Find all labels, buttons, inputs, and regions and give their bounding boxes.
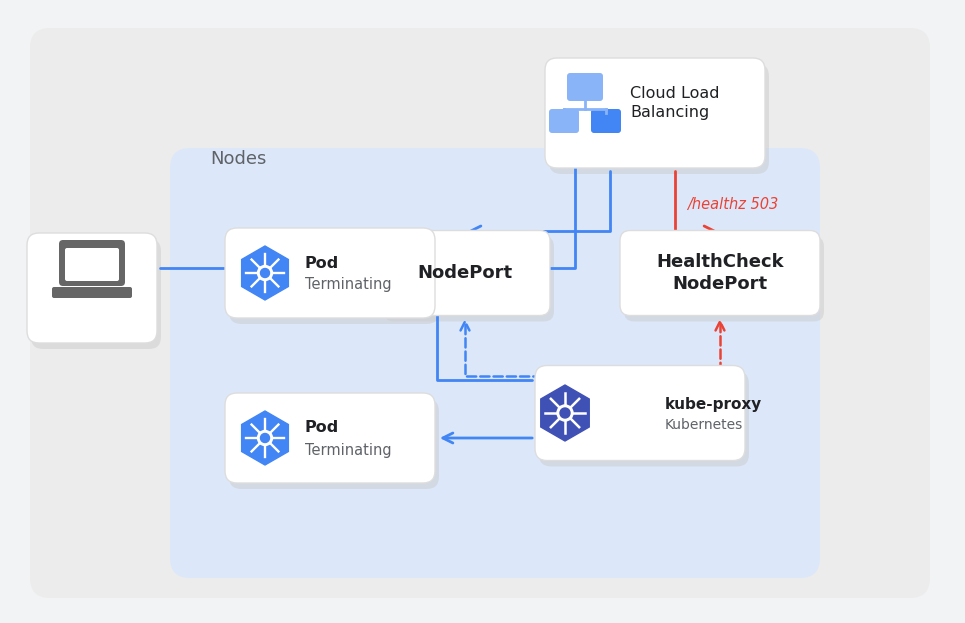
FancyBboxPatch shape: [59, 240, 125, 286]
Polygon shape: [241, 246, 289, 300]
Text: Terminating: Terminating: [305, 442, 392, 457]
Text: Kubernetes: Kubernetes: [665, 418, 743, 432]
FancyBboxPatch shape: [549, 64, 769, 174]
Text: Pod: Pod: [305, 255, 340, 270]
Text: kube-proxy: kube-proxy: [665, 397, 762, 412]
Circle shape: [258, 265, 272, 280]
Circle shape: [261, 434, 269, 442]
Text: Pod: Pod: [305, 421, 340, 435]
FancyBboxPatch shape: [229, 234, 439, 324]
FancyBboxPatch shape: [27, 233, 157, 343]
Polygon shape: [540, 385, 590, 441]
FancyBboxPatch shape: [384, 237, 554, 321]
FancyBboxPatch shape: [535, 366, 745, 460]
Text: Terminating: Terminating: [305, 277, 392, 293]
FancyBboxPatch shape: [624, 237, 824, 321]
FancyBboxPatch shape: [549, 109, 579, 133]
FancyBboxPatch shape: [52, 287, 132, 298]
FancyBboxPatch shape: [225, 393, 435, 483]
Text: Nodes: Nodes: [210, 150, 266, 168]
FancyBboxPatch shape: [539, 371, 749, 467]
FancyBboxPatch shape: [591, 109, 621, 133]
FancyBboxPatch shape: [170, 148, 820, 578]
Text: NodePort: NodePort: [418, 264, 512, 282]
Text: /healthz 503: /healthz 503: [687, 197, 778, 212]
FancyBboxPatch shape: [620, 231, 820, 315]
FancyBboxPatch shape: [567, 73, 603, 101]
Circle shape: [560, 408, 570, 418]
FancyBboxPatch shape: [31, 239, 161, 349]
Circle shape: [258, 430, 272, 445]
FancyBboxPatch shape: [30, 28, 930, 598]
FancyBboxPatch shape: [229, 399, 439, 489]
Polygon shape: [241, 411, 289, 465]
FancyBboxPatch shape: [65, 248, 119, 281]
FancyBboxPatch shape: [225, 228, 435, 318]
Circle shape: [261, 269, 269, 277]
Text: Cloud Load
Balancing: Cloud Load Balancing: [630, 85, 720, 120]
Circle shape: [557, 405, 573, 421]
FancyBboxPatch shape: [545, 58, 765, 168]
Text: HealthCheck
NodePort: HealthCheck NodePort: [656, 253, 784, 293]
FancyBboxPatch shape: [380, 231, 550, 315]
